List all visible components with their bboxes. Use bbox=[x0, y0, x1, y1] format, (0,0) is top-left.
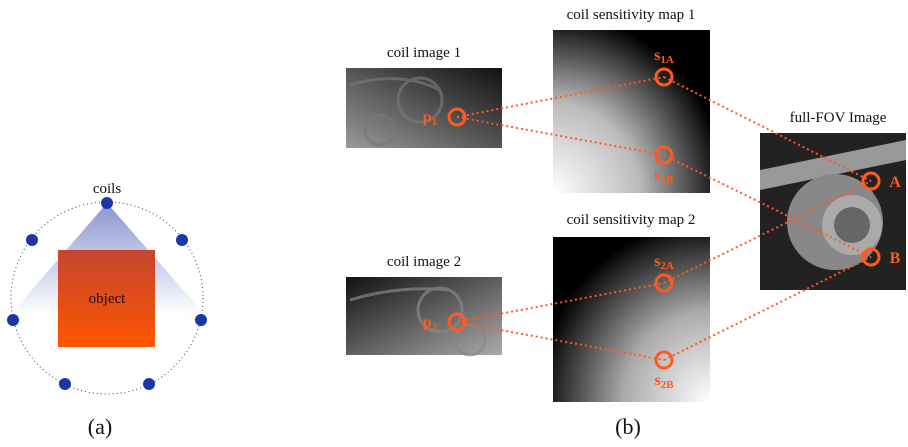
map-title: coil sensitivity map 1 bbox=[567, 7, 696, 23]
coils-label: coils bbox=[93, 181, 121, 197]
caption: (b) bbox=[615, 414, 641, 439]
object-label: object bbox=[89, 291, 126, 307]
label-sub: 2B bbox=[661, 379, 675, 391]
figure: coils object (a) coil image 1 coil image… bbox=[0, 0, 908, 447]
label-base: p bbox=[423, 109, 432, 126]
caption: (a) bbox=[88, 414, 112, 439]
panel-b: coil image 1 coil image 2 coil sensitivi… bbox=[346, 7, 906, 439]
image-title: coil image 2 bbox=[387, 254, 461, 270]
map-title: coil sensitivity map 2 bbox=[567, 212, 696, 228]
full-fov-title: full-FOV Image bbox=[790, 110, 887, 126]
sensitivity-map bbox=[553, 237, 710, 402]
label-sub: 2 bbox=[432, 321, 438, 333]
page: coils object (a) coil image 1 coil image… bbox=[0, 0, 908, 447]
point-label: B bbox=[890, 250, 901, 267]
point-label: A bbox=[889, 174, 901, 191]
label-sub: 1 bbox=[432, 116, 438, 128]
sensitivity-map bbox=[553, 30, 710, 193]
label-sub: 1B bbox=[661, 174, 675, 186]
label-sub: 2A bbox=[660, 260, 674, 272]
image-title: coil image 1 bbox=[387, 45, 461, 61]
label-base: p bbox=[423, 314, 432, 331]
label-sub: 1A bbox=[660, 54, 674, 66]
panel-a: coils object (a) bbox=[7, 181, 207, 439]
